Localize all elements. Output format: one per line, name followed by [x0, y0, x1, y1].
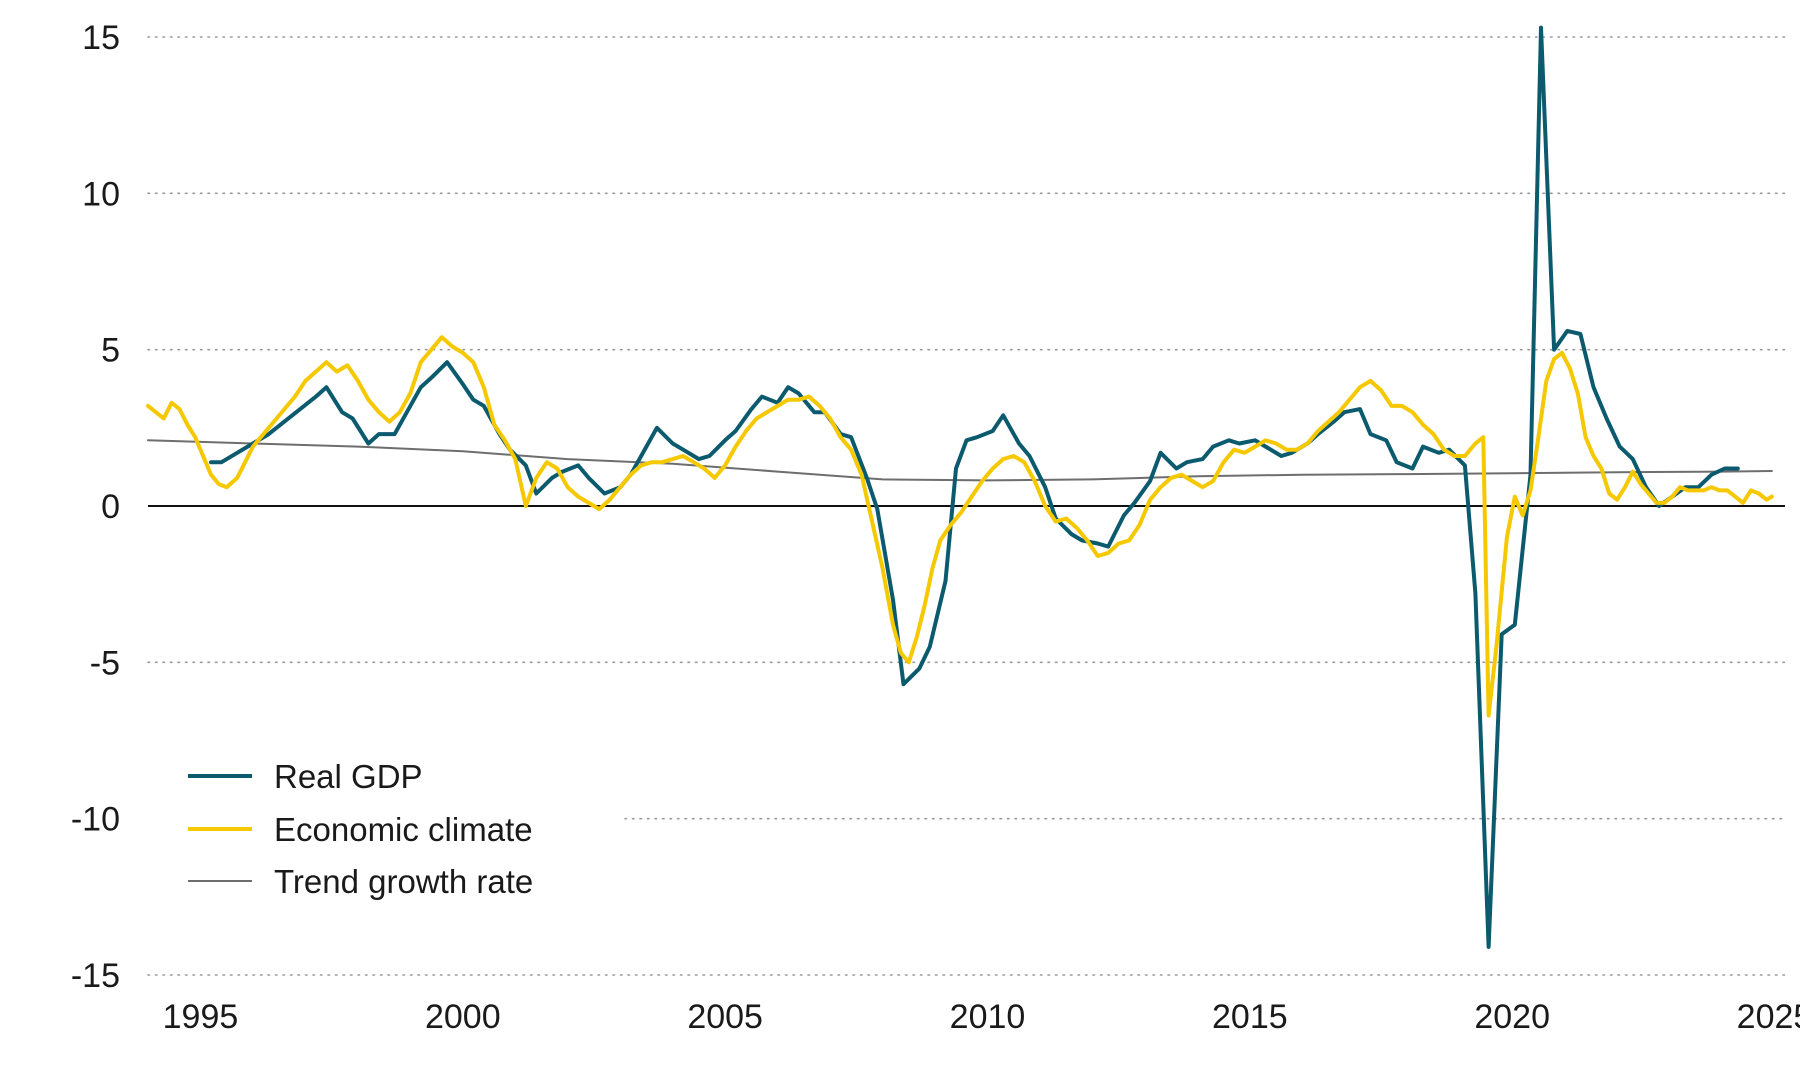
- x-tick-label: 2025: [1737, 998, 1800, 1036]
- legend: Real GDP Economic climate Trend growth rat…: [188, 758, 533, 900]
- y-tick-label: -5: [90, 644, 120, 682]
- y-axis-tick-labels: 15 10 5 0 -5 -10 -15: [71, 19, 120, 995]
- series-line-real-gdp: [209, 25, 1740, 949]
- x-axis-tick-labels: 1995 2000 2005 2010 2015 2020 2025: [163, 998, 1800, 1036]
- y-tick-label: 15: [82, 19, 120, 57]
- legend-label: Real GDP: [274, 758, 423, 795]
- series-line-economic-climate: [146, 335, 1774, 718]
- x-tick-label: 2000: [425, 998, 501, 1036]
- y-tick-label: -15: [71, 957, 120, 995]
- x-tick-label: 2020: [1474, 998, 1550, 1036]
- legend-label: Economic climate: [274, 811, 533, 848]
- x-tick-label: 1995: [163, 998, 239, 1036]
- grid-layer: [147, 36, 1786, 976]
- series-line-trend-growth-rate: [147, 439, 1773, 482]
- x-tick-label: 2015: [1212, 998, 1288, 1036]
- y-tick-label: -10: [71, 801, 120, 839]
- y-tick-label: 0: [101, 488, 120, 526]
- y-tick-label: 5: [101, 332, 120, 370]
- y-tick-label: 10: [82, 175, 120, 213]
- legend-label: Trend growth rate: [274, 863, 533, 900]
- x-tick-label: 2005: [687, 998, 763, 1036]
- x-tick-label: 2010: [950, 998, 1026, 1036]
- series-layer: [146, 25, 1774, 949]
